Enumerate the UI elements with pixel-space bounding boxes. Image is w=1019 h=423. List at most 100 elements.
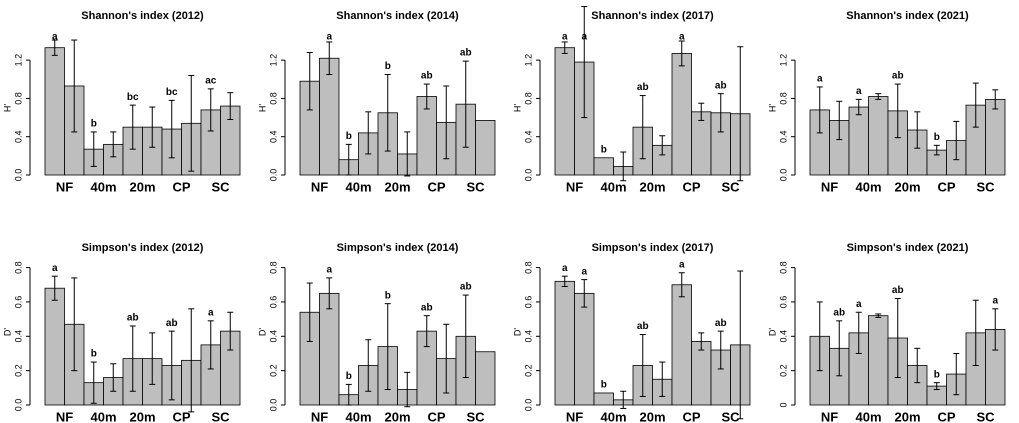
significance-letter: ab — [166, 318, 178, 329]
x-tick-label: 40m — [90, 179, 116, 194]
bar — [475, 120, 496, 176]
significance-letter: b — [601, 144, 607, 155]
chart-title: Shannon's index (2014) — [336, 10, 459, 22]
bar — [475, 351, 496, 406]
x-tick-label: CP — [937, 409, 955, 423]
x-tick-label: SC — [211, 409, 230, 423]
y-tick-label: 0.8 — [523, 92, 533, 105]
y-axis-label: D' — [257, 328, 267, 336]
bar — [671, 53, 692, 176]
bar — [985, 98, 1006, 176]
y-tick-label: 0.2 — [13, 364, 23, 377]
y-tick-label: 0.8 — [778, 92, 788, 105]
x-tick-label: 20m — [129, 409, 155, 423]
significance-letter: ab — [892, 71, 904, 82]
significance-letter: a — [208, 307, 214, 318]
x-tick-label: 20m — [639, 179, 665, 194]
y-tick-label: 0.4 — [13, 330, 23, 343]
y-axis-label: H' — [767, 104, 777, 112]
y-axis-label: D' — [512, 328, 522, 336]
x-tick-label: NF — [56, 179, 73, 194]
x-tick-label: NF — [821, 179, 838, 194]
significance-letter: ab — [637, 82, 649, 93]
y-tick-label: 0.4 — [13, 130, 23, 143]
x-tick-label: 20m — [894, 409, 920, 423]
significance-letter: a — [562, 32, 568, 43]
significance-letter: a — [581, 32, 587, 43]
significance-letter: a — [52, 263, 58, 274]
x-tick-label: CP — [682, 409, 700, 423]
significance-letter: bc — [127, 92, 139, 103]
x-tick-label: NF — [566, 179, 583, 194]
x-tick-label: SC — [721, 409, 740, 423]
x-tick-label: 40m — [855, 179, 881, 194]
significance-letter: b — [346, 371, 352, 382]
x-tick-label: 20m — [384, 409, 410, 423]
x-tick-label: CP — [682, 179, 700, 194]
y-tick-label: 1.2 — [268, 54, 278, 67]
y-tick-label: 0.8 — [523, 261, 533, 274]
bar — [44, 287, 65, 406]
y-tick-label: 0.2 — [268, 364, 278, 377]
chart-title: Shannon's index (2021) — [846, 10, 969, 22]
bar — [554, 280, 575, 406]
x-tick-label: 40m — [600, 179, 626, 194]
significance-letter: ab — [833, 307, 845, 318]
x-tick-label: 40m — [345, 409, 371, 423]
bar — [319, 292, 340, 406]
significance-letter: ab — [460, 282, 472, 293]
y-tick-label: 0.6 — [13, 296, 23, 309]
y-tick-label: 0.8 — [13, 92, 23, 105]
y-tick-label: 0.8 — [268, 92, 278, 105]
significance-letter: ab — [715, 80, 727, 91]
y-tick-label: 0.4 — [523, 330, 533, 343]
x-tick-label: 40m — [855, 409, 881, 423]
x-tick-label: 40m — [345, 179, 371, 194]
bar — [868, 96, 889, 176]
x-tick-label: NF — [311, 179, 328, 194]
significance-letter: a — [52, 32, 58, 43]
x-tick-label: 20m — [129, 179, 155, 194]
y-tick-label: 0.0 — [13, 399, 23, 412]
y-tick-label: 0.6 — [778, 296, 788, 309]
chart-title: Shannon's index (2012) — [81, 10, 204, 22]
y-axis-label: H' — [257, 104, 267, 112]
chart-title: Simpson's index (2017) — [592, 242, 714, 254]
y-tick-label: 1.2 — [523, 54, 533, 67]
y-axis-label: D' — [2, 328, 12, 336]
significance-letter: ab — [421, 302, 433, 313]
significance-letter: a — [817, 74, 823, 85]
x-tick-label: 40m — [90, 409, 116, 423]
y-tick-label: 0.2 — [523, 364, 533, 377]
y-tick-label: 0.8 — [778, 261, 788, 274]
significance-letter: a — [326, 32, 332, 43]
significance-letter: a — [326, 265, 332, 276]
y-tick-label: 0.0 — [268, 399, 278, 412]
bar — [868, 315, 889, 406]
bar — [593, 392, 614, 406]
significance-letter: ab — [715, 318, 727, 329]
y-tick-label: 0.0 — [523, 169, 533, 182]
significance-letter: b — [934, 132, 940, 143]
significance-letter: a — [856, 86, 862, 97]
y-tick-label: 0.6 — [268, 296, 278, 309]
bar — [691, 341, 712, 406]
y-tick-label: 0.6 — [523, 296, 533, 309]
y-tick-label: 0.0 — [778, 169, 788, 182]
significance-letter: a — [562, 263, 568, 274]
significance-letter: a — [679, 32, 685, 43]
y-tick-label: 0.8 — [268, 261, 278, 274]
significance-letter: b — [385, 61, 391, 72]
x-tick-label: SC — [721, 179, 740, 194]
y-axis-label: H' — [2, 104, 12, 112]
bar — [691, 111, 712, 176]
x-tick-label: SC — [466, 179, 485, 194]
y-tick-label: 0.4 — [778, 330, 788, 343]
y-axis-label: H' — [512, 104, 522, 112]
y-tick-label: 0.0 — [268, 169, 278, 182]
chart-title: Simpson's index (2012) — [82, 242, 204, 254]
x-tick-label: CP — [937, 179, 955, 194]
chart-title: Simpson's index (2014) — [337, 242, 459, 254]
significance-letter: ab — [892, 285, 904, 296]
significance-letter: b — [91, 119, 97, 130]
